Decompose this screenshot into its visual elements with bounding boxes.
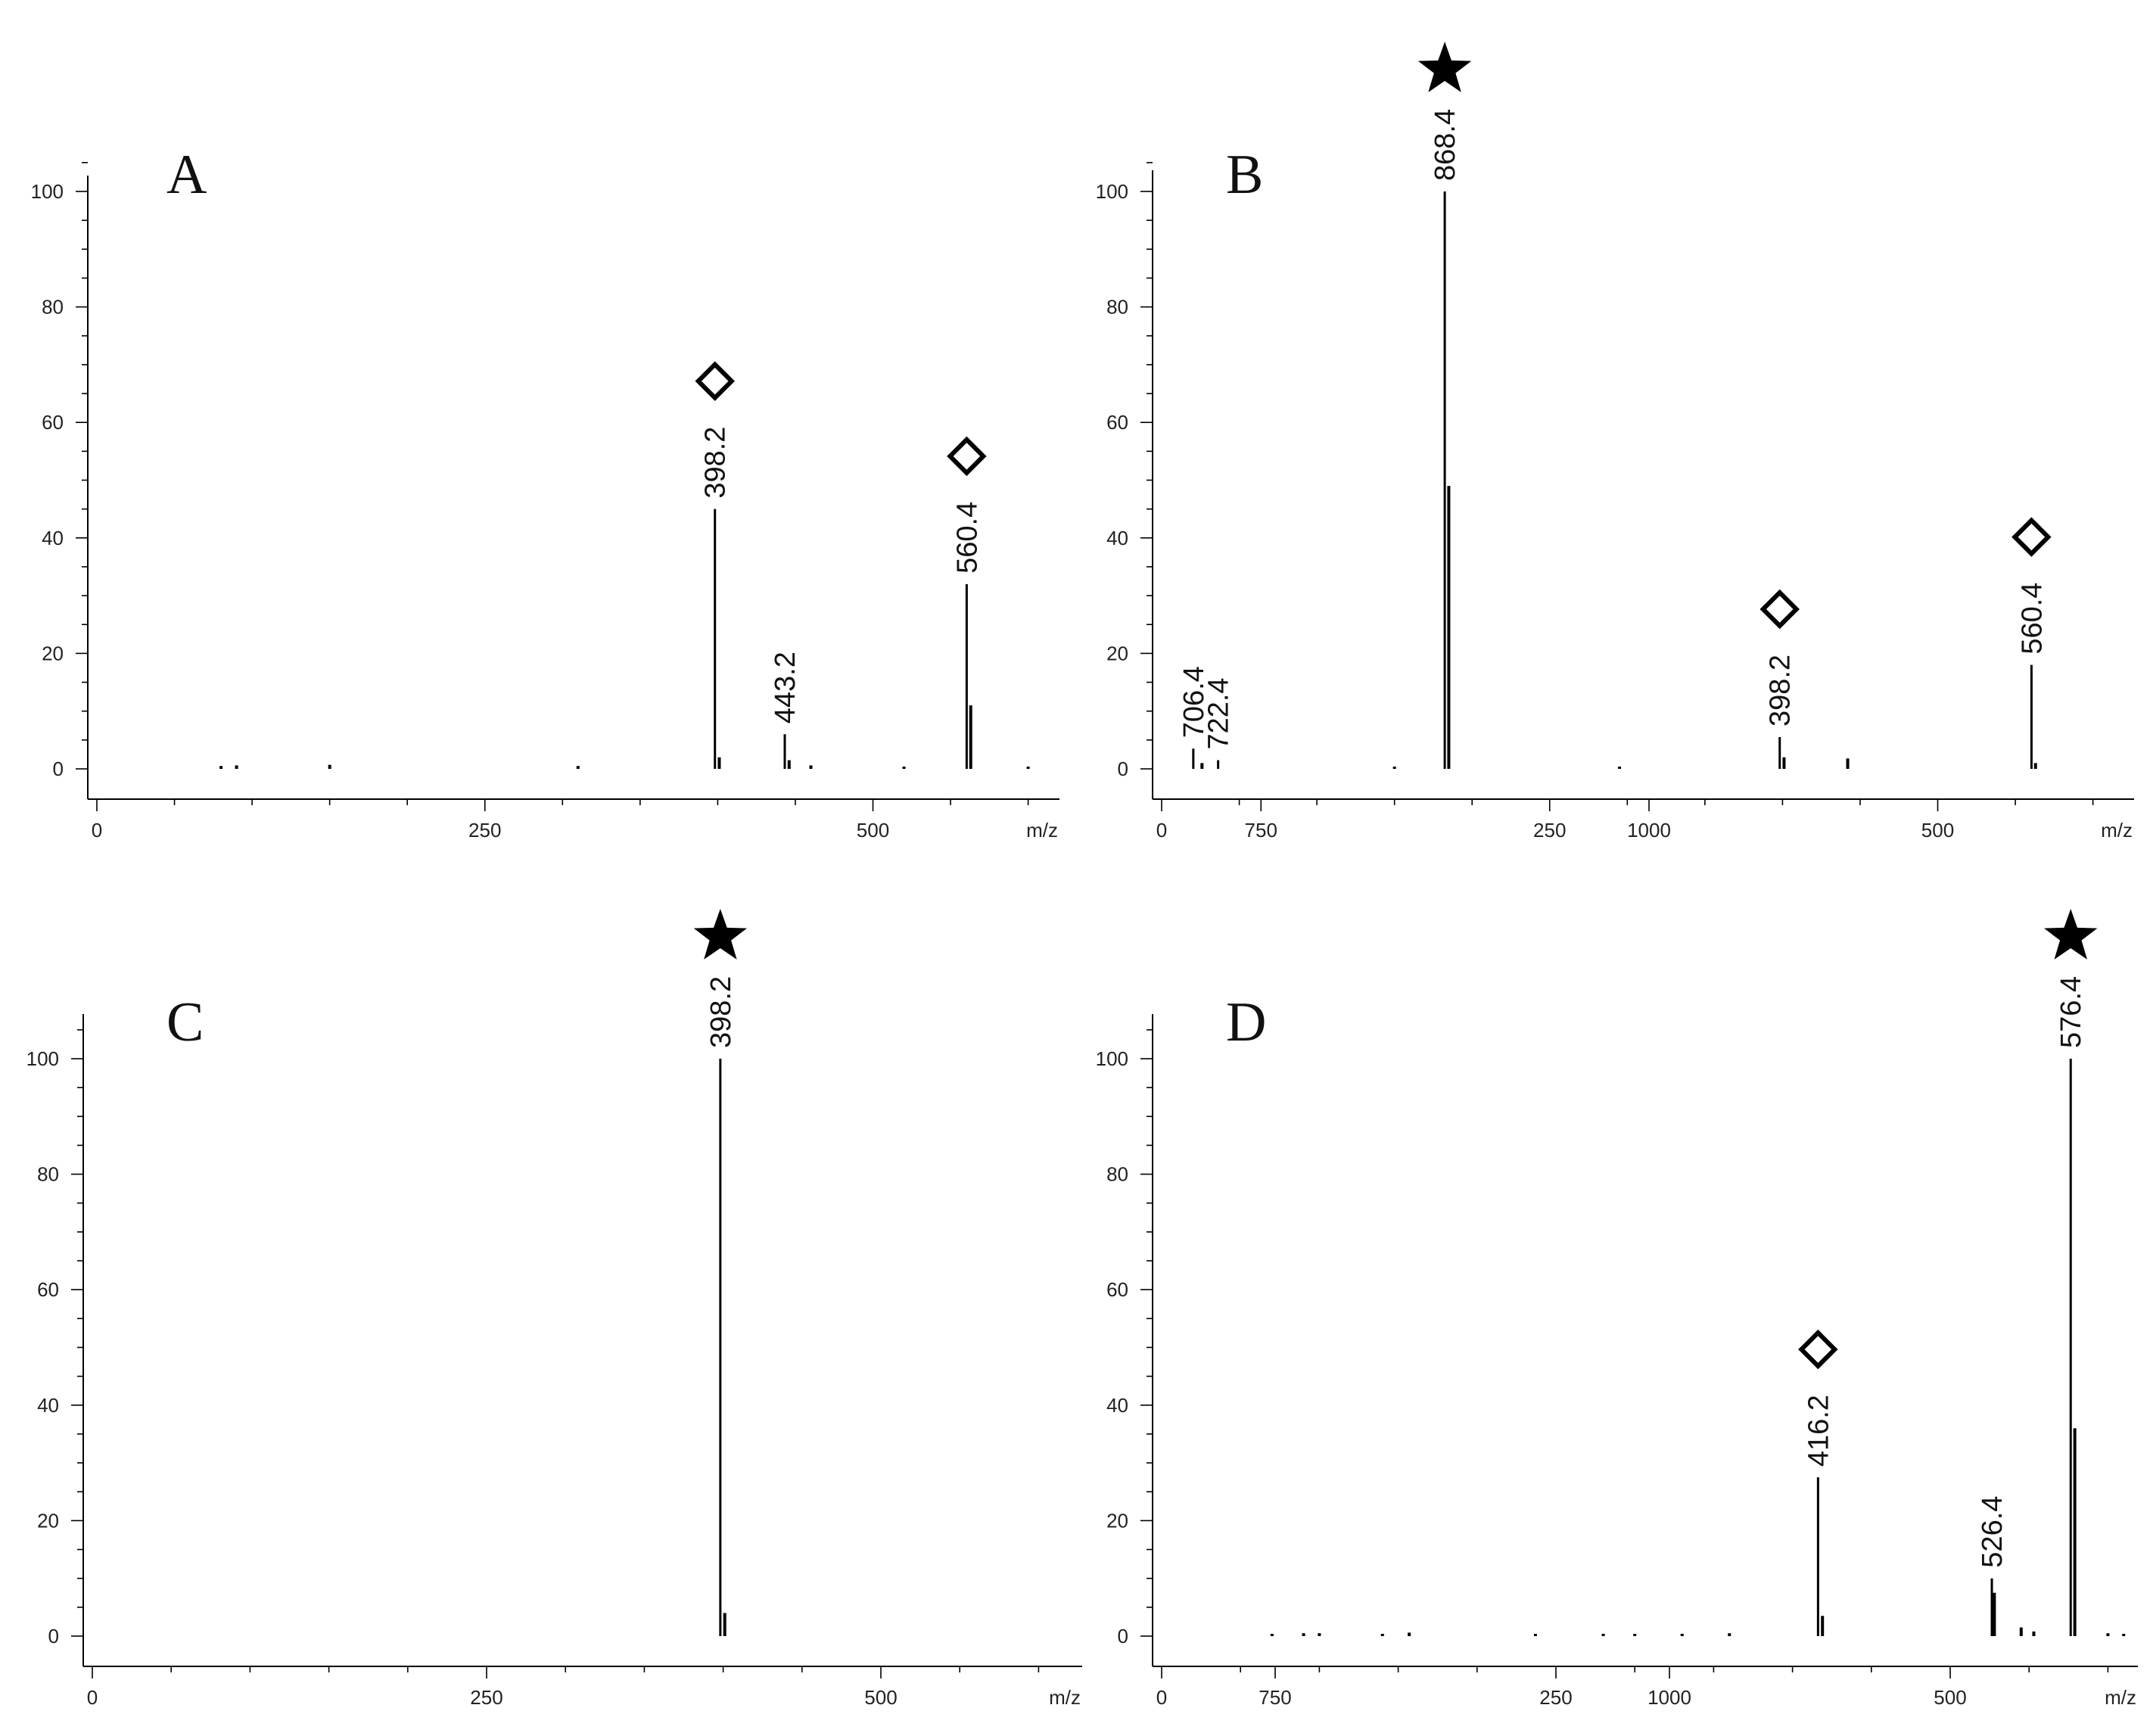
y-tick-label: 100 [1096, 1047, 1128, 1070]
x-tick-label: 1000 [1648, 1686, 1691, 1709]
peak-label: 560.4 [2016, 583, 2048, 655]
x-axis-unit: m/z [2101, 819, 2133, 842]
peak-label: 416.2 [1803, 1395, 1834, 1467]
x-tick-label: 500 [1934, 1686, 1966, 1709]
y-tick-label: 40 [1106, 527, 1128, 549]
y-tick-label: 0 [48, 1625, 59, 1647]
peak-label: 398.2 [1765, 655, 1797, 726]
peak-label: 398.2 [705, 976, 737, 1048]
y-tick-label: 0 [1118, 758, 1128, 780]
y-tick-label: 60 [1106, 411, 1128, 434]
y-tick-label: 100 [31, 180, 64, 203]
y-tick-label: 20 [1106, 1509, 1128, 1532]
x-tick-label: 250 [470, 1686, 502, 1709]
y-tick-label: 60 [42, 411, 64, 434]
diamond-marker-icon [1798, 1329, 1838, 1370]
y-tick-label: 20 [42, 642, 64, 664]
x-tick-label: 750 [1245, 819, 1277, 842]
peak-label: 868.4 [1430, 109, 1461, 181]
y-tick-label: 20 [37, 1509, 59, 1532]
y-tick-label: 80 [1106, 296, 1128, 319]
panel-letter: D [1226, 991, 1266, 1053]
peak-label: 706.4 [1178, 666, 1210, 738]
peak-label: 526.4 [1977, 1496, 2008, 1568]
peak-label: 443.2 [770, 652, 801, 723]
peak-label: 398.2 [700, 427, 732, 499]
diamond-marker-icon [947, 436, 987, 477]
x-tick-label: 250 [1539, 1686, 1572, 1709]
peak-label: 560.4 [951, 502, 983, 574]
star-marker-icon [2044, 909, 2098, 960]
x-tick-label: 0 [87, 1686, 98, 1709]
peak-label: 576.4 [2055, 976, 2087, 1048]
y-tick-label: 80 [42, 296, 64, 319]
spectrum-panel-b: B02505007501000m/z020406080100852.4398.2… [1096, 144, 2134, 842]
x-axis-unit: m/z [1026, 819, 1058, 842]
y-tick-label: 80 [1106, 1163, 1128, 1186]
x-tick-label: 500 [857, 819, 889, 842]
x-tick-label: 0 [92, 819, 102, 842]
spectrum-panel-a: A0 250 500 750 1000m/z020406080100868.4398.2… [31, 42, 1671, 842]
spectrum-panel-d: D 0 250 500 750 1000 m/z 0 20 40 60 80 100 576.4 416.2… [1096, 909, 2138, 1709]
peak-label: 722.4 [1203, 677, 1235, 749]
panel-letter: B [1226, 144, 1263, 206]
x-axis-unit: m/z [1049, 1686, 1081, 1709]
x-tick-label: 0 [1156, 1686, 1167, 1709]
y-tick-label: 40 [1106, 1394, 1128, 1417]
x-axis-unit: m/z [2105, 1686, 2136, 1709]
y-tick-label: 0 [53, 758, 64, 780]
x-tick-label: 500 [1921, 819, 1954, 842]
x-tick-label: 500 [864, 1686, 897, 1709]
y-tick-label: 80 [37, 1163, 59, 1186]
x-tick-label: 250 [468, 819, 501, 842]
y-tick-label: 40 [37, 1394, 59, 1417]
x-tick-label: 750 [1259, 1686, 1291, 1709]
x-tick-label: 0 [1156, 819, 1167, 842]
diamond-marker-icon [1760, 589, 1800, 630]
panel-letter: C [166, 991, 204, 1053]
diamond-marker-icon [2012, 517, 2052, 557]
y-tick-label: 60 [37, 1278, 59, 1301]
star-marker-icon [693, 909, 747, 960]
y-tick-label: 40 [42, 527, 64, 549]
y-tick-label: 0 [1118, 1625, 1128, 1647]
y-tick-label: 60 [1106, 1278, 1128, 1301]
y-tick-label: 100 [1096, 180, 1128, 203]
panel-letter: A [166, 144, 207, 206]
y-tick-label: 100 [26, 1047, 59, 1070]
y-tick-label: 20 [1106, 642, 1128, 664]
star-marker-icon [1417, 42, 1472, 92]
x-tick-label: 250 [1533, 819, 1566, 842]
x-tick-label: 1000 [1627, 819, 1671, 842]
diamond-marker-icon [695, 361, 735, 401]
